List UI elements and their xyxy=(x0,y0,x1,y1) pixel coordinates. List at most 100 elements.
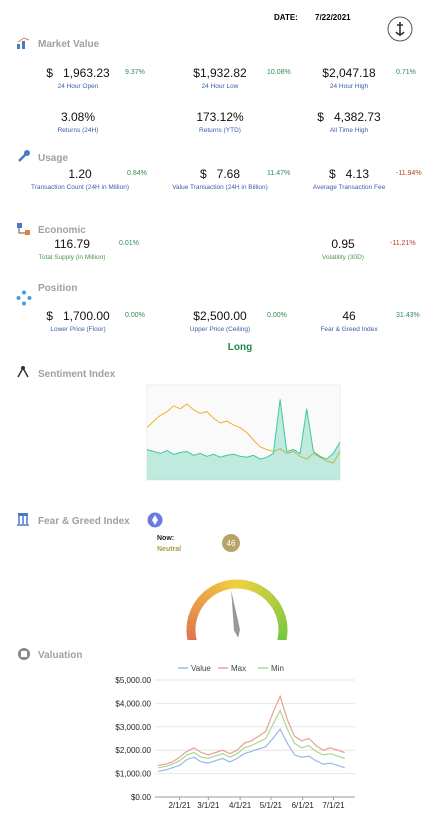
icon xyxy=(17,223,30,235)
y-tick-label: $4,000.00 xyxy=(115,699,151,708)
change: 31.43% xyxy=(396,312,420,319)
gauge-arc xyxy=(196,595,207,605)
gauge-arc xyxy=(192,602,203,612)
y-tick-label: $5,000.00 xyxy=(115,676,151,685)
label: All Time High xyxy=(329,127,369,134)
icon xyxy=(147,512,163,528)
date-label: DATE: xyxy=(274,13,298,22)
number: 46 xyxy=(342,309,356,323)
value: $1,932.82 xyxy=(160,66,280,80)
value: 3.08% xyxy=(18,110,138,124)
label: Average Transaction Fee xyxy=(312,184,386,191)
legend-label: Min xyxy=(271,664,284,673)
gauge-arc xyxy=(187,615,198,622)
number: 3.08% xyxy=(60,110,96,124)
number: 173.12% xyxy=(196,110,244,124)
change: 0.00% xyxy=(125,312,145,319)
gauge-arc xyxy=(255,584,264,595)
currency: $ xyxy=(199,167,207,181)
y-tick-label: $2,000.00 xyxy=(115,746,151,755)
change: -11.21% xyxy=(390,240,416,247)
label: Returns (24H) xyxy=(57,127,99,134)
value: $2,500.00 xyxy=(160,309,280,323)
section-title: Economic xyxy=(38,225,86,236)
label: 24 Hour Low xyxy=(201,83,239,90)
value: $1,963.23 xyxy=(18,66,138,80)
label: 24 Hour High xyxy=(329,83,369,90)
change: 0.71% xyxy=(396,69,416,76)
currency: $ xyxy=(317,110,324,124)
y-tick-label: $0.00 xyxy=(131,793,152,802)
x-tick-label: 7/1/21 xyxy=(322,801,345,810)
value: 1.20 xyxy=(20,167,140,181)
gauge-arc xyxy=(203,589,213,600)
area xyxy=(147,399,340,480)
number: 1.20 xyxy=(68,167,92,181)
gauge-arc xyxy=(275,611,286,619)
change: 0.00% xyxy=(267,312,287,319)
gauge-arc xyxy=(186,619,197,626)
label: Upper Price (Ceiling) xyxy=(189,326,251,333)
value: 46 xyxy=(289,309,409,323)
label: Volatility (30D) xyxy=(322,254,364,261)
signal: Long xyxy=(227,342,253,353)
label: 24 Hour Open xyxy=(57,83,99,90)
label: Value Transaction (24H in Billion) xyxy=(172,184,268,191)
change: -11.94% xyxy=(396,170,422,177)
gauge-arc xyxy=(272,603,283,612)
gauge-arc xyxy=(186,633,197,639)
gauge-arc xyxy=(261,589,271,600)
gauge-arc xyxy=(214,582,223,593)
date: 7/22/2021 xyxy=(315,13,351,22)
gauge-arc xyxy=(267,595,278,605)
value: $7.68 xyxy=(160,167,280,181)
gauge-arc xyxy=(240,579,247,590)
section-title: Position xyxy=(38,283,78,294)
x-tick-label: 4/1/21 xyxy=(229,801,252,810)
section-title: Market Value xyxy=(38,39,100,50)
number: $1,932.82 xyxy=(193,66,247,80)
line xyxy=(158,694,345,766)
needle xyxy=(231,590,240,638)
sentiment-chart xyxy=(146,384,341,481)
x-tick-label: 2/1/21 xyxy=(168,801,191,810)
gauge-arc xyxy=(190,606,201,615)
x-tick-label: 3/1/21 xyxy=(197,801,220,810)
line xyxy=(146,399,341,460)
line xyxy=(158,708,345,769)
gauge-arc xyxy=(264,592,275,603)
number: 0.95 xyxy=(331,237,355,251)
change: 0.01% xyxy=(119,240,139,247)
change: 9.37% xyxy=(125,69,145,76)
section-title: Valuation xyxy=(38,650,83,661)
number: $2,500.00 xyxy=(193,309,247,323)
value: $4,382.73 xyxy=(289,110,409,124)
number: $2,047.18 xyxy=(322,66,376,80)
gauge-arc xyxy=(188,611,199,619)
gauge-arc xyxy=(218,581,226,592)
gauge-arc xyxy=(187,636,197,640)
gauge-arc xyxy=(273,607,284,615)
label: Lower Price (Floor) xyxy=(50,326,106,333)
section-title: Usage xyxy=(38,153,69,164)
valuation-chart: $0.00 $1,000.00 $2,000.00 $3,000.00 $4,000.0… xyxy=(115,664,355,810)
label: Returns (YTD) xyxy=(199,127,241,134)
x-tick-label: 6/1/21 xyxy=(292,801,315,810)
logo xyxy=(387,16,413,42)
currency: $ xyxy=(46,309,53,323)
label: Total Supply (in Million) xyxy=(38,254,106,261)
icon xyxy=(18,648,30,660)
number: 116.79 xyxy=(54,237,90,251)
icon xyxy=(16,290,32,306)
section-title: Fear & Greed Index xyxy=(38,516,130,527)
legend-label: Max xyxy=(231,664,246,673)
gauge-arc xyxy=(194,599,205,608)
number: 7.68 xyxy=(216,167,241,181)
currency: $ xyxy=(328,167,336,181)
value: 0.95 xyxy=(283,237,403,251)
currency: $ xyxy=(46,66,53,80)
icon xyxy=(17,513,29,526)
value: $4.13 xyxy=(289,167,409,181)
change: 10.08% xyxy=(267,69,291,76)
change: 11.47% xyxy=(267,170,291,177)
